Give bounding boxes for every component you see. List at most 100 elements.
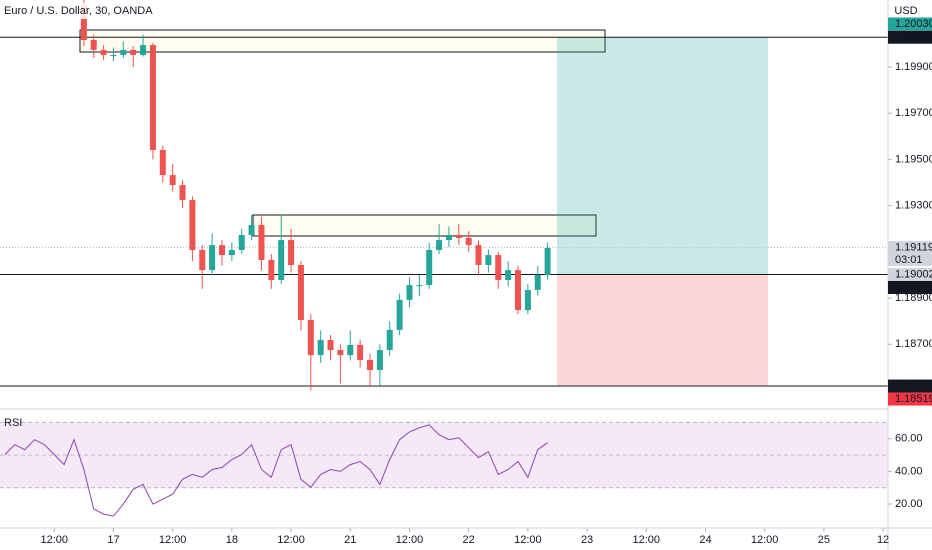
y-tick-label: 1.18900 [895, 292, 932, 304]
candle-body [248, 225, 255, 235]
candle-body [110, 54, 117, 56]
price-label-bg [888, 392, 932, 406]
x-tick-label: 12:00 [396, 534, 424, 546]
x-tick-label: 12:00 [751, 534, 779, 546]
y-tick-label: 40.00 [895, 465, 923, 477]
loss-zone [557, 274, 768, 387]
price-label-bg [888, 267, 932, 281]
candle-body [505, 270, 512, 281]
labels: Euro / U.S. Dollar, 30, OANDA USD RSI 1.… [2, 3, 932, 429]
x-tick-label: 25 [818, 534, 830, 546]
candle-body [238, 234, 245, 250]
rsi-line [4, 424, 548, 517]
price-label: 1.19002 [895, 268, 932, 280]
rsi-band [0, 422, 888, 488]
candle-body [534, 274, 541, 290]
candle-body [159, 149, 166, 176]
y-tick-label: 1.19300 [895, 200, 932, 212]
candle-body [436, 240, 443, 250]
x-tick-label: 12:00 [633, 534, 661, 546]
candle-body [100, 49, 107, 55]
x-tick-label: 21 [344, 534, 356, 546]
candle-body [189, 200, 196, 250]
candle-body [297, 264, 304, 320]
candle-body [130, 49, 137, 55]
x-tick-label: 22 [463, 534, 475, 546]
candle-body [228, 249, 235, 256]
candle-body [80, 5, 87, 40]
candle-body [337, 350, 344, 356]
candle-body [357, 344, 364, 360]
price-label: 1.18519 [895, 380, 932, 392]
title-bg [2, 3, 158, 19]
price-label: 1.19002 [895, 281, 932, 293]
rsi-title: RSI [4, 417, 22, 429]
candle-body [219, 245, 225, 256]
candle-body [120, 49, 127, 55]
y-tick-label: 1.19900 [895, 61, 932, 73]
x-tick-label: 18 [226, 534, 238, 546]
candle-body [169, 175, 176, 186]
countdown: 03:01 [895, 254, 923, 266]
candle-body [386, 329, 393, 351]
currency: USD [894, 5, 917, 17]
chart-title: Euro / U.S. Dollar, 30, OANDA [4, 5, 153, 17]
price-label: 1.20029 [895, 31, 932, 43]
candle-body [140, 45, 147, 55]
price-label-bg [888, 280, 932, 294]
countdown-bg [888, 253, 932, 266]
candle-body [524, 289, 531, 311]
x-tick-label: 23 [581, 534, 593, 546]
candle-body [278, 240, 285, 281]
y-tick-label: 60.00 [895, 433, 923, 445]
x-tick-label: 17 [107, 534, 119, 546]
y-tick-label: 1.19700 [895, 107, 932, 119]
zone-box [252, 214, 597, 237]
candle-body [445, 234, 452, 241]
x-tick-label: 12 [877, 534, 889, 546]
candle-body [327, 340, 334, 351]
price-label-bg [888, 30, 932, 44]
y-tick-label: 20.00 [895, 498, 923, 510]
profit-zone [557, 37, 768, 275]
price-label-bg [888, 240, 932, 254]
y-tick-label: 1.18700 [895, 338, 932, 350]
candle-body [90, 39, 97, 50]
price-label: 1.20030 [895, 18, 932, 30]
candle-body [475, 245, 482, 265]
rsi-pane [0, 421, 888, 517]
candle-body [485, 255, 492, 265]
candle-body [288, 240, 295, 265]
candle-body [426, 249, 433, 286]
candle-body [465, 237, 472, 246]
x-tick-label: 24 [699, 534, 711, 546]
price-label: 1.19119 [895, 241, 932, 253]
candle-body [307, 319, 314, 356]
candle-body [416, 285, 423, 287]
x-tick-label: 12:00 [277, 534, 305, 546]
x-tick-label: 12:00 [159, 534, 187, 546]
candle-body [268, 259, 275, 281]
zone-box [79, 29, 606, 53]
candle-body [406, 285, 413, 300]
candle-body [376, 350, 383, 371]
candle-body [149, 45, 156, 150]
price-label: 1.18519 [895, 393, 932, 405]
x-tick-label: 12:00 [514, 534, 542, 546]
x-tick-label: 12:00 [41, 534, 69, 546]
price-pane [0, 0, 888, 391]
candle-body [455, 234, 462, 238]
candle-body [495, 255, 502, 281]
candle-body [544, 247, 551, 275]
y-tick-label: 1.19500 [895, 153, 932, 165]
candle-body [199, 249, 206, 271]
price-label-bg [888, 379, 932, 393]
candle-body [515, 270, 521, 311]
candle-body [367, 359, 373, 371]
price-label-bg [888, 17, 932, 31]
candle-body [258, 225, 265, 260]
candle-body [317, 340, 324, 356]
candle-body [347, 344, 354, 356]
